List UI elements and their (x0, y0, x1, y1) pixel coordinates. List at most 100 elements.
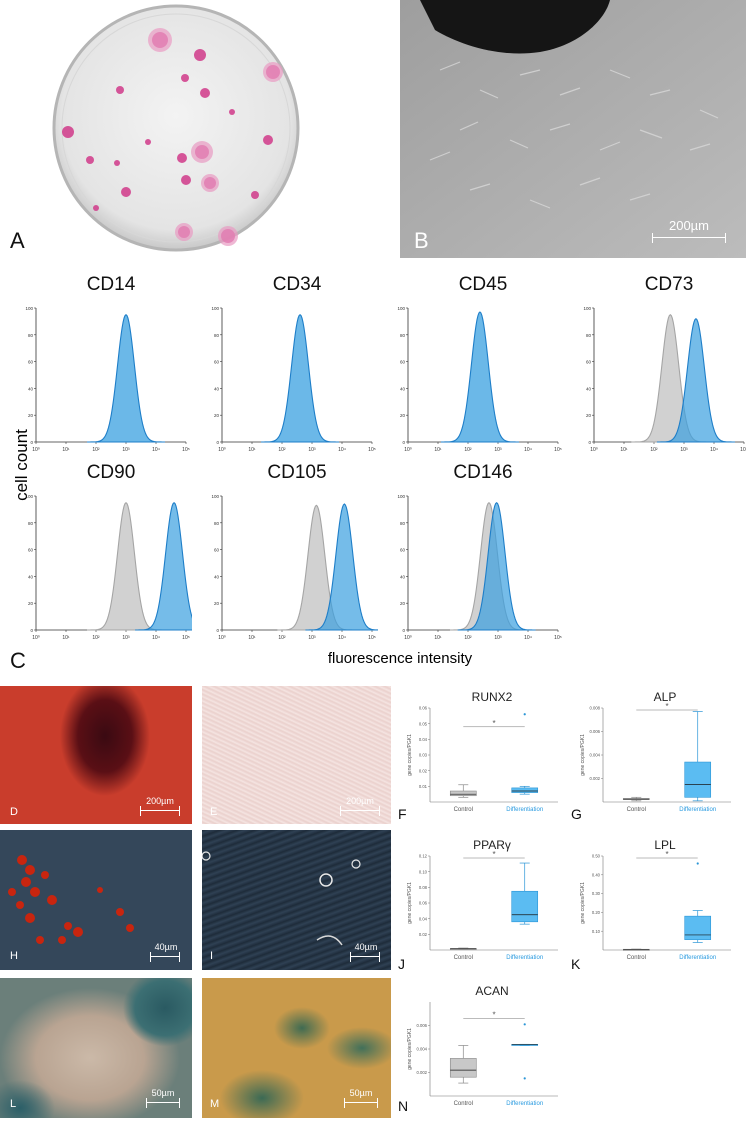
x-tick-label: 10⁰ (404, 447, 412, 453)
y-tick-label: 20 (214, 413, 220, 418)
y-tick-label: 0 (30, 440, 33, 445)
boxplot-title-9: PPARγ (473, 838, 511, 852)
x-tick-label: 10⁴ (524, 635, 532, 641)
y-tick-label: 0.006 (417, 1023, 428, 1028)
significance-star: * (492, 850, 495, 859)
y-tick-label: 100 (211, 306, 219, 311)
y-tick-label: 40 (28, 574, 34, 579)
stained-peak (457, 501, 536, 631)
y-tick-label: 80 (400, 521, 406, 526)
y-tick-label: 0.008 (590, 706, 601, 711)
x-tick-label: 10⁰ (404, 635, 412, 641)
oil-red-illustration (0, 830, 192, 970)
boxplot-11: gene copies/PGK1 0.002 0.004 0.006 Control Di… (407, 1002, 558, 1107)
panel-label-f: F (398, 806, 407, 822)
y-tick-label: 40 (400, 386, 406, 391)
x-tick-label: 10⁴ (338, 447, 346, 453)
hist-title-cd146: CD146 (453, 462, 513, 483)
x-tick-label: 10³ (308, 447, 316, 453)
panel-label-a: A (10, 228, 25, 253)
x-tick-label: 10³ (122, 635, 130, 641)
y-tick-label: 20 (28, 413, 34, 418)
y-tick-label: 0.004 (417, 1047, 428, 1052)
y-tick-label: 100 (25, 494, 33, 499)
x-tick-label: 10³ (494, 635, 502, 641)
hist-title-cd105: CD105 (267, 462, 327, 483)
stained-peak (135, 501, 192, 631)
scalebar-m-label: 50µm (349, 1088, 373, 1098)
y-tick-label: 20 (586, 413, 592, 418)
boxplot-8: gene copies/PGK1 0.002 0.004 0.006 0.008 Cont… (580, 702, 731, 813)
y-tick-label: 60 (400, 548, 406, 553)
x-tick-label: 10⁰ (32, 447, 40, 453)
panel-label-e: E (210, 806, 218, 818)
boxplot-title-10: LPL (654, 838, 676, 852)
scalebar-h-label: 40µm (154, 942, 178, 952)
scalebar-d (140, 806, 180, 816)
y-tick-label: 0.08 (419, 885, 428, 890)
box-iqr (511, 787, 539, 793)
y-tick-label: 0.02 (419, 768, 428, 773)
scalebar-i-label: 40µm (354, 942, 378, 952)
y-tick-label: 0.004 (590, 753, 601, 758)
boxplot-title-11: ACAN (475, 984, 509, 998)
y-tick-label: 0.06 (419, 706, 428, 711)
y-tick-label: 0 (216, 440, 219, 445)
x-tick-label: 10¹ (62, 447, 70, 453)
x-tick-label: 10³ (680, 447, 688, 453)
box-iqr (449, 1058, 477, 1078)
y-tick-label: 80 (400, 333, 406, 338)
hist-title-cd14: CD14 (86, 274, 136, 295)
scalebar-l (146, 1098, 180, 1108)
x-tick-label: 10⁵ (182, 447, 190, 453)
outlier (523, 1023, 526, 1026)
phase-contrast-image (400, 0, 746, 258)
category-label: Control (454, 1101, 473, 1107)
category-label: Control (454, 807, 473, 813)
y-tick-label: 0 (30, 628, 33, 633)
significance-star: * (492, 719, 495, 728)
category-label: Differentiation (506, 1101, 543, 1107)
y-tick-label: 100 (583, 306, 591, 311)
x-tick-label: 10⁴ (710, 447, 718, 453)
y-tick-label: 40 (400, 574, 406, 579)
oil-red-control (202, 830, 391, 970)
x-tick-label: 10⁵ (182, 635, 190, 641)
y-tick-label: 0.04 (419, 916, 428, 921)
histogram-cd45: 0 20 40 60 80 100 10⁰ 10¹ 10² 10³ 10⁴ 10⁵ (397, 306, 561, 453)
y-tick-label: 0.40 (592, 872, 601, 877)
category-label: Differentiation (679, 955, 716, 961)
y-tick-label: 20 (400, 601, 406, 606)
hist-title-cd34: CD34 (272, 274, 322, 295)
histogram-cd14: 0 20 40 60 80 100 10⁰ 10¹ 10² 10³ 10⁴ 10⁵ (25, 306, 190, 453)
significance-star: * (665, 702, 668, 711)
y-tick-label: 0.20 (592, 910, 601, 915)
y-axis-label: gene copies/PGK1 (407, 882, 413, 924)
panel-label-j: J (398, 956, 405, 972)
x-tick-label: 10¹ (434, 447, 442, 453)
panel-label-l: L (10, 1098, 17, 1110)
y-tick-label: 60 (214, 360, 220, 365)
panel-label-g: G (571, 806, 582, 822)
x-tick-label: 10² (464, 447, 472, 453)
y-tick-label: 0.50 (592, 854, 601, 859)
category-label: Control (454, 955, 473, 961)
x-tick-label: 10⁵ (368, 635, 376, 641)
stained-peak (656, 317, 735, 443)
x-tick-label: 10⁰ (218, 447, 226, 453)
histogram-cd105: 0 20 40 60 80 100 10⁰ 10¹ 10² 10³ 10⁴ 10⁵ (211, 494, 378, 641)
y-tick-label: 0.002 (590, 776, 601, 781)
alcian-blue-differentiation (0, 978, 192, 1118)
x-tick-label: 10¹ (248, 447, 256, 453)
y-tick-label: 0.01 (419, 784, 428, 789)
histogram-cd73: 0 20 40 60 80 100 10⁰ 10¹ 10² 10³ 10⁴ 10⁵ (583, 306, 746, 453)
y-tick-label: 60 (28, 548, 34, 553)
scalebar-m (344, 1098, 378, 1108)
y-tick-label: 0.12 (419, 854, 428, 859)
x-tick-label: 10² (92, 635, 100, 641)
significance-star: * (492, 1010, 495, 1019)
y-tick-label: 0.006 (590, 729, 601, 734)
y-tick-label: 0.002 (417, 1070, 428, 1075)
panel-label-m: M (210, 1098, 220, 1110)
y-tick-label: 0.10 (419, 869, 428, 874)
